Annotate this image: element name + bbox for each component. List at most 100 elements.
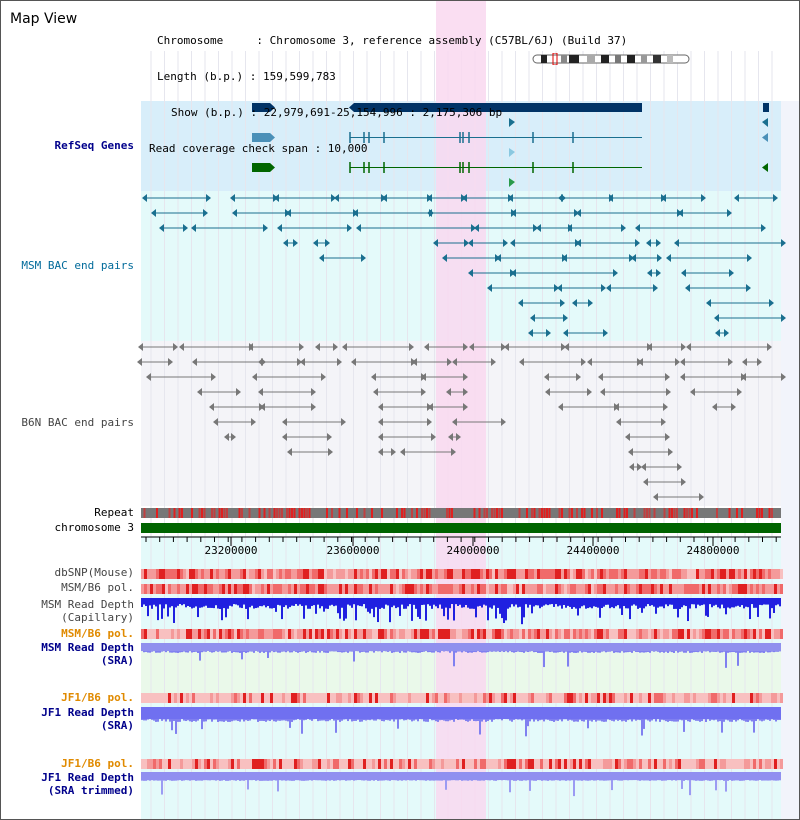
msm-depth-sra-track-bar: [143, 651, 145, 653]
jf1-b6-pol-track-cell: [156, 693, 159, 703]
msm-depth-sra-track-bar: [405, 651, 407, 653]
msm-depth-capillary-track-bar: [227, 598, 229, 609]
msm-b6-pol-sra-track-cell: [672, 629, 675, 639]
jf1-b6-pol-trimmed-track-cell: [636, 759, 639, 769]
msm-depth-sra-track-bar: [251, 651, 253, 652]
msm-depth-capillary-track-bar: [305, 598, 307, 606]
axis-tick-label: 24000000: [447, 544, 500, 557]
msm-depth-capillary-track-bar: [625, 598, 627, 609]
msm-b6-pol-sra-track-cell: [225, 629, 228, 639]
jf1-depth-trimmed-track-bar: [197, 780, 199, 781]
b6n-bac-pair-end: [737, 388, 742, 396]
msm-b6-pol-sra-track-cell: [303, 629, 306, 639]
msm-b6-pol-track-cell: [306, 584, 309, 594]
msm-depth-sra-track-bar: [685, 651, 687, 653]
jf1-depth-trimmed-track-bar: [655, 780, 657, 781]
b6n-bac-pair-end: [564, 343, 569, 351]
msm-depth-capillary-track-bar: [453, 598, 455, 621]
msm-depth-sra-track-bar: [213, 651, 215, 653]
repeat-element: [381, 508, 383, 518]
jf1-depth-sra-track-bar: [747, 719, 749, 722]
chromosome-ideogram[interactable]: [531, 53, 691, 65]
jf1-b6-pol-track-cell: [447, 693, 450, 703]
jf1-depth-sra-track-bar: [319, 719, 321, 721]
msm-depth-sra-track-bar: [419, 651, 421, 653]
msm-bac-label[interactable]: MSM BAC end pairs: [21, 259, 134, 272]
msm-bac-pair-end: [588, 299, 593, 307]
b6n-bac-label[interactable]: B6N BAC end pairs: [21, 416, 134, 429]
msm-depth-capillary-track-bar: [287, 598, 289, 609]
msm-depth-sra-track-bar: [719, 651, 721, 653]
jf1-b6-pol-track-cell: [441, 693, 444, 703]
dbsnp-track-cell: [528, 569, 531, 579]
jf1-b6-pol-trimmed-track-cell: [768, 759, 771, 769]
dbsnp-track-cell: [420, 569, 423, 579]
msm-b6-pol-track-cell: [201, 584, 204, 594]
msm-b6-pol-sra-track-cell: [516, 629, 519, 639]
jf1-b6-pol-track-cell: [687, 693, 690, 703]
msm-depth-sra-track-bar: [507, 651, 509, 653]
b6n-bac-pair-end: [378, 403, 383, 411]
msm-depth-sra-track-bar: [429, 651, 431, 653]
msm-b6-pol-track-cell: [504, 584, 507, 594]
jf1-b6-pol-track-cell: [471, 693, 474, 703]
msm-b6-pol-track-cell: [510, 584, 513, 594]
msm-depth-sra-track-bar: [197, 651, 199, 653]
repeat-element: [741, 508, 743, 518]
jf1-b6-pol-track-cell: [219, 693, 222, 703]
jf1-depth-trimmed-track-bar: [509, 780, 511, 793]
refseq-genes-label[interactable]: RefSeq Genes: [54, 139, 134, 152]
msm-depth-capillary-track-bar: [173, 598, 175, 623]
msm-depth-capillary-track-bar: [371, 598, 373, 609]
jf1-depth-sra-track-bar: [281, 719, 283, 721]
msm-depth-sra-track-bar: [345, 651, 347, 652]
jf1-b6-pol-trimmed-track-cell: [660, 759, 663, 769]
repeat-element: [761, 508, 763, 518]
b6n-bac-pair-end: [400, 448, 405, 456]
msm-depth-sra-track-bar: [259, 651, 261, 653]
b6n-bac-pair-end: [587, 388, 592, 396]
msm-b6-pol-sra-track-cell: [627, 629, 630, 639]
msm-depth-capillary-track-bar: [187, 598, 189, 606]
msm-depth-capillary-track-bar: [749, 598, 751, 620]
msm-depth-capillary-track-bar: [423, 598, 425, 605]
dbsnp-track-cell: [684, 569, 687, 579]
msm-b6-pol-track-cell: [492, 584, 495, 594]
msm-b6-pol-track-cell: [177, 584, 180, 594]
repeat-element: [356, 508, 358, 518]
jf1-depth-sra-track-bar: [265, 719, 267, 722]
dbsnp-track-cell: [450, 569, 453, 579]
msm-b6-pol-track-cell: [426, 584, 429, 594]
repeat-bar: [141, 508, 781, 518]
jf1-depth-trimmed-track-bar: [603, 780, 605, 781]
jf1-b6-pol-track-cell: [378, 693, 381, 703]
repeat-element: [331, 508, 333, 518]
repeat-element: [178, 508, 181, 518]
jf1-b6-pol-track-cell: [354, 693, 357, 703]
refseq-transcript-block: [252, 163, 270, 172]
msm-b6-pol-sra-track-cell: [183, 629, 186, 639]
jf1-depth-trimmed-track-bar: [367, 780, 369, 781]
msm-b6-pol-track-cell: [519, 584, 522, 594]
jf1-depth-trimmed-track-bar: [577, 780, 579, 781]
jf1-depth-sra-track-bar: [225, 719, 227, 721]
msm-depth-sra-track-bar: [361, 651, 363, 652]
msm-depth-capillary-track-bar: [579, 598, 581, 609]
msm-b6-pol-track-cell: [732, 584, 735, 594]
msm-depth-capillary-track-bar: [701, 598, 703, 606]
jf1-b6-pol-trimmed-track-cell: [339, 759, 342, 769]
msm-b6-pol-track-cell: [294, 584, 297, 594]
msm-depth-capillary-track-bar: [711, 598, 713, 608]
jf1-b6-pol-track-cell: [639, 693, 642, 703]
dbsnp-track-cell: [513, 569, 516, 579]
msm-b6-pol-sra-track-cell: [411, 629, 414, 639]
jf1-depth-sra-track-bar: [695, 719, 697, 721]
repeat-element: [581, 508, 583, 518]
jf1-depth-trimmed-track-bar: [163, 780, 165, 781]
dbsnp-track-cell: [252, 569, 255, 579]
repeat-track: [141, 508, 781, 518]
jf1-depth-sra-track-bar: [353, 719, 355, 721]
msm-b6-pol-sra-track-cell: [159, 629, 162, 639]
jf1-depth-trimmed-track-bar: [573, 780, 575, 797]
